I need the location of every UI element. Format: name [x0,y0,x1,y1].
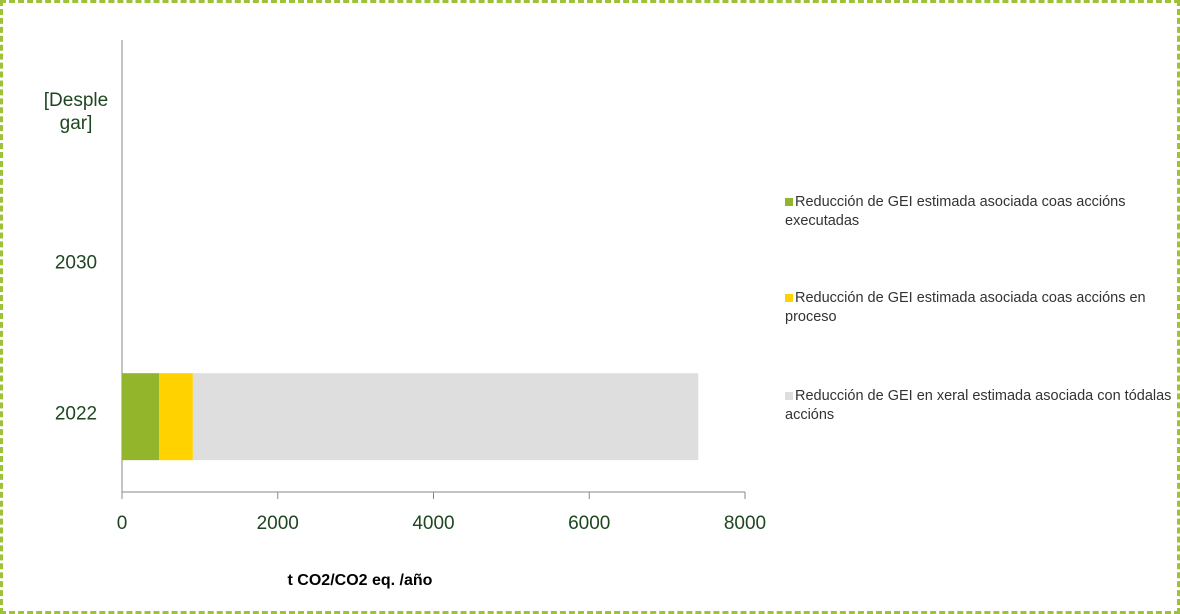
x-tick-label: 8000 [724,513,766,534]
legend-item: Reducción de GEI estimada asociada coas … [785,193,1177,231]
bar-segment [122,373,159,461]
bar-segment [158,373,193,461]
x-tick-label: 4000 [412,513,454,534]
x-tick-label: 6000 [568,513,610,534]
y-tick-label: 2030 [54,252,98,274]
legend-label: Reducción de GEI estimada asociada coas … [785,290,1146,325]
x-tick-label: 2000 [257,513,299,534]
legend-label: Reducción de GEI estimada asociada coas … [785,194,1126,229]
legend-item: Reducción de GEI estimada asociada coas … [785,289,1177,327]
x-axis-title: t CO2/CO2 eq. /año [288,572,433,589]
bar-segment [192,373,699,461]
y-tick-label: [Desplegar] [43,90,109,135]
legend-swatch [785,198,793,206]
x-tick-label: 0 [117,513,128,534]
legend-item: Reducción de GEI en xeral estimada asoci… [785,387,1177,425]
legend-swatch [785,294,793,302]
legend-label: Reducción de GEI en xeral estimada asoci… [785,388,1172,423]
legend-swatch [785,392,793,400]
chart: t CO2/CO2 eq. /año 0 2000 4000 6000 8000 [117,40,766,589]
y-tick-label: 2022 [54,403,98,425]
